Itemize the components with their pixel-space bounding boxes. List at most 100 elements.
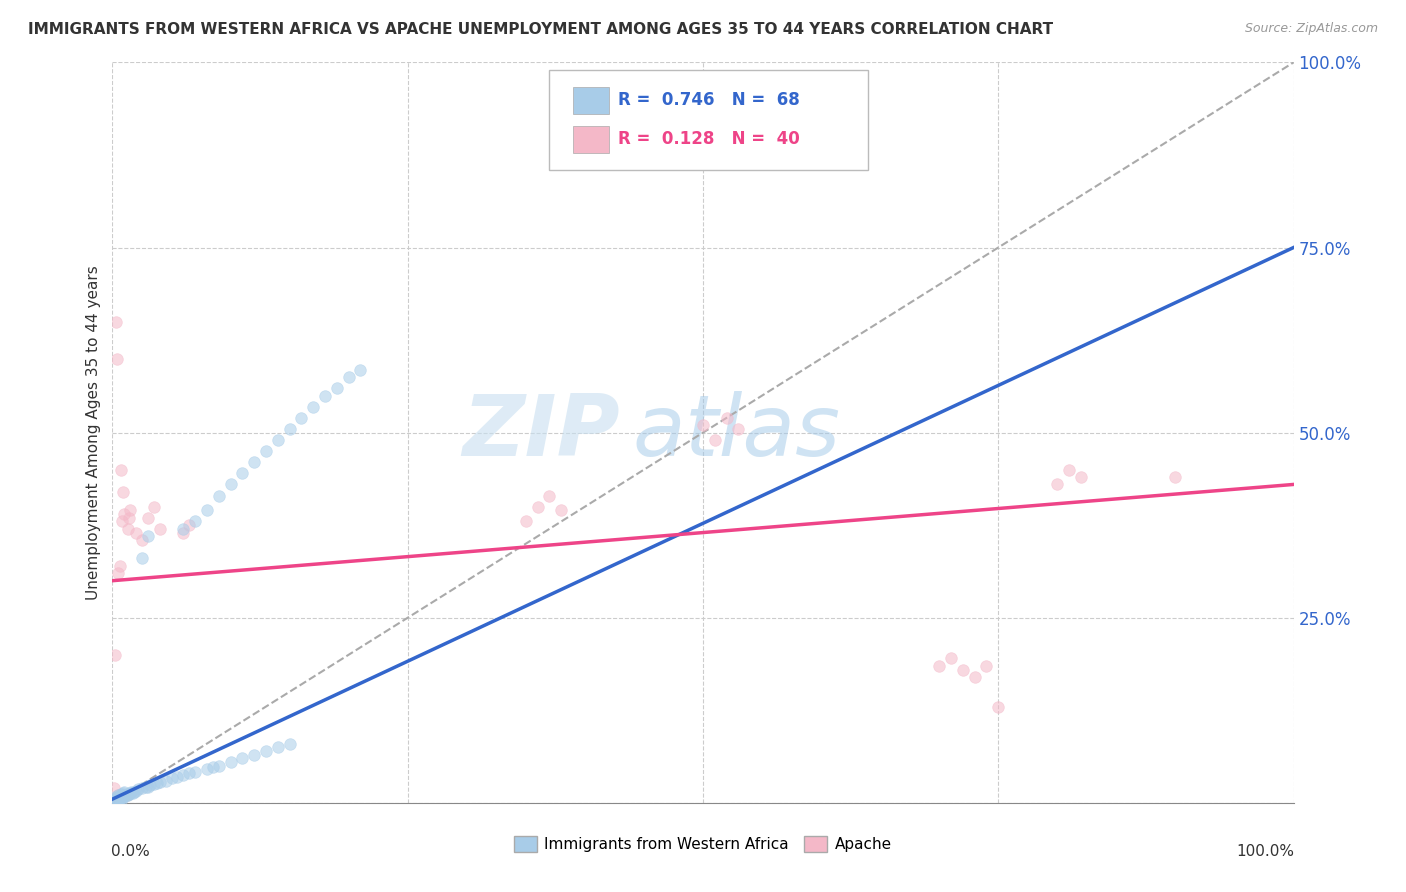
Point <box>105 790 128 805</box>
Point <box>118 787 141 801</box>
Point <box>987 699 1010 714</box>
Point <box>231 467 253 481</box>
Point <box>703 433 725 447</box>
Point <box>110 462 132 476</box>
Point <box>105 791 128 805</box>
Text: R =  0.746   N =  68: R = 0.746 N = 68 <box>619 91 800 109</box>
Point <box>108 558 131 573</box>
Text: R =  0.128   N =  40: R = 0.128 N = 40 <box>619 130 800 148</box>
Point <box>107 566 129 581</box>
Point <box>111 792 134 806</box>
Point <box>160 772 183 786</box>
Point <box>692 418 714 433</box>
Point <box>172 522 194 536</box>
Point <box>1164 470 1187 484</box>
Point <box>136 510 159 524</box>
Point <box>184 764 207 779</box>
Point <box>136 780 159 794</box>
Point <box>135 780 157 794</box>
Point <box>337 370 360 384</box>
Point <box>302 400 325 414</box>
Point <box>139 778 162 792</box>
Point <box>515 515 537 529</box>
Point <box>201 760 224 774</box>
Point <box>326 381 349 395</box>
Point <box>278 422 301 436</box>
Point <box>243 455 266 469</box>
Point <box>117 789 139 803</box>
Point <box>928 658 950 673</box>
Point <box>110 787 132 801</box>
Bar <box>574 87 609 113</box>
Point <box>122 785 145 799</box>
Point <box>952 663 974 677</box>
Point <box>108 789 131 804</box>
Point <box>112 484 135 499</box>
Point <box>107 792 129 806</box>
Point <box>1057 462 1080 476</box>
Point <box>120 503 142 517</box>
Point <box>146 776 169 790</box>
Point <box>121 786 143 800</box>
Point <box>112 507 135 521</box>
Point <box>136 529 159 543</box>
Point <box>115 789 138 803</box>
Point <box>149 522 172 536</box>
Point <box>208 758 231 772</box>
Point <box>103 780 125 795</box>
Point <box>195 503 218 517</box>
Point <box>976 658 998 673</box>
Point <box>219 755 242 769</box>
Point <box>550 503 572 517</box>
Point <box>290 410 312 425</box>
Point <box>231 751 253 765</box>
Point <box>254 744 277 758</box>
Point <box>131 533 153 547</box>
Point <box>120 786 142 800</box>
Text: ZIP: ZIP <box>463 391 620 475</box>
Point <box>179 766 201 780</box>
Point <box>125 784 148 798</box>
Point <box>105 793 128 807</box>
Point <box>114 789 136 803</box>
Bar <box>574 126 609 153</box>
Point <box>115 788 138 802</box>
Point <box>963 670 986 684</box>
Point <box>110 790 132 805</box>
Point <box>108 791 131 805</box>
Point <box>120 785 142 799</box>
Point <box>727 422 749 436</box>
Point <box>243 747 266 762</box>
Point <box>112 789 135 804</box>
Point <box>131 551 153 566</box>
Point <box>1070 470 1092 484</box>
Point <box>526 500 548 514</box>
Point <box>142 777 165 791</box>
Point <box>127 782 149 797</box>
Point <box>349 362 371 376</box>
Point <box>267 433 290 447</box>
Point <box>103 792 125 806</box>
Point <box>267 740 290 755</box>
Point <box>112 786 135 800</box>
Point <box>104 794 127 808</box>
Point <box>104 648 127 662</box>
Point <box>112 789 135 804</box>
Point <box>166 770 188 784</box>
Point <box>179 518 201 533</box>
Point <box>254 444 277 458</box>
Point <box>149 775 172 789</box>
Point <box>131 780 153 795</box>
Point <box>278 737 301 751</box>
Point <box>538 489 561 503</box>
Point <box>111 515 134 529</box>
Point <box>716 410 738 425</box>
Point <box>112 785 135 799</box>
Y-axis label: Unemployment Among Ages 35 to 44 years: Unemployment Among Ages 35 to 44 years <box>86 265 101 600</box>
Point <box>104 789 127 804</box>
Point <box>107 789 129 803</box>
Point <box>172 525 194 540</box>
Point <box>105 314 128 328</box>
Point <box>118 510 141 524</box>
Text: 100.0%: 100.0% <box>1237 844 1295 858</box>
